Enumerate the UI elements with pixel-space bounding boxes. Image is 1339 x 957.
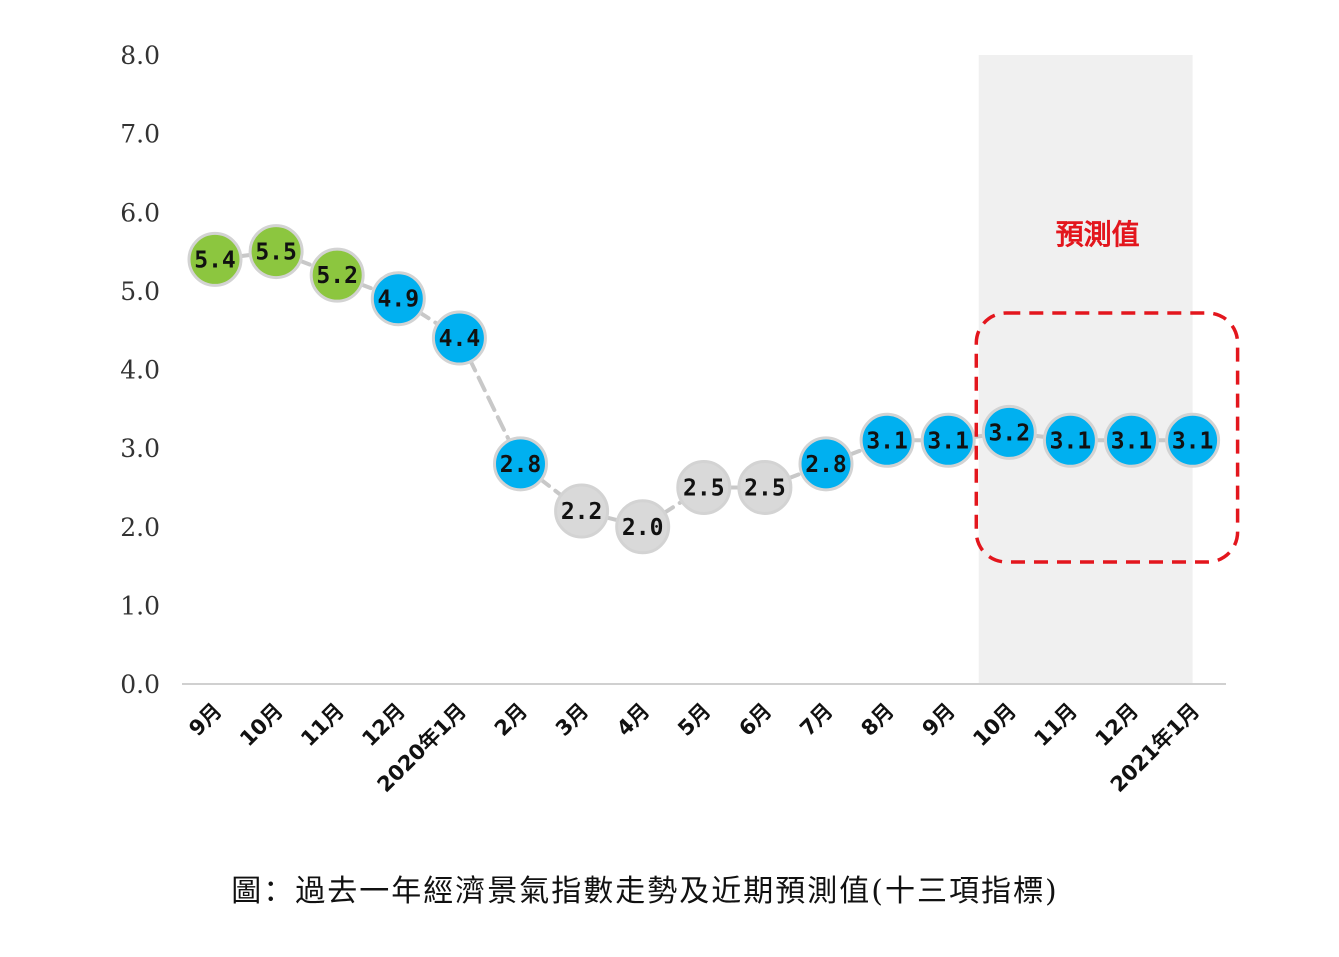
x-tick-label: 11月 xyxy=(296,699,348,751)
forecast-box xyxy=(974,311,1240,564)
x-tick-label: 9月 xyxy=(184,699,226,741)
data-label: 3.1 xyxy=(866,428,908,454)
data-label: 2.8 xyxy=(500,452,542,478)
data-label: 2.0 xyxy=(622,515,664,541)
data-label: 2.5 xyxy=(683,475,725,501)
data-point xyxy=(859,412,915,468)
forecast-label: 預測值 xyxy=(1056,218,1140,251)
data-point xyxy=(187,231,243,287)
x-tick-label: 3月 xyxy=(551,699,593,741)
data-label: 5.4 xyxy=(194,247,236,273)
data-label: 4.4 xyxy=(439,326,481,352)
x-tick-label: 8月 xyxy=(856,699,898,741)
x-tick-label: 10月 xyxy=(968,699,1020,751)
data-point xyxy=(1042,412,1098,468)
y-tick-label: 0.0 xyxy=(120,670,160,699)
data-label: 3.1 xyxy=(1111,428,1153,454)
data-point xyxy=(370,271,426,327)
data-label: 3.2 xyxy=(989,420,1031,446)
data-point xyxy=(248,224,304,280)
data-point xyxy=(798,436,854,492)
data-label: 2.8 xyxy=(805,452,847,478)
data-label: 3.1 xyxy=(1172,428,1214,454)
data-label: 4.9 xyxy=(378,287,420,313)
data-point xyxy=(1104,412,1159,468)
data-point xyxy=(981,404,1037,460)
data-point xyxy=(737,459,793,515)
y-tick-label: 1.0 xyxy=(120,591,160,620)
y-tick-label: 8.0 xyxy=(120,41,160,70)
data-label: 5.2 xyxy=(316,263,358,289)
y-tick-label: 6.0 xyxy=(120,198,160,227)
data-label: 2.2 xyxy=(561,499,603,525)
x-tick-label: 10月 xyxy=(235,699,287,751)
data-point xyxy=(920,412,976,468)
x-tick-label: 7月 xyxy=(795,699,837,741)
data-label: 2.5 xyxy=(744,475,786,501)
chart: 0.01.02.03.04.05.06.07.08.09月 10月 11月 12月20… xyxy=(120,41,1240,797)
data-point xyxy=(676,459,732,515)
x-tick-label: 2月 xyxy=(490,699,532,741)
data-point xyxy=(1165,412,1221,468)
y-tick-label: 2.0 xyxy=(120,513,160,542)
data-point xyxy=(493,436,548,492)
y-tick-label: 4.0 xyxy=(120,356,160,385)
y-tick-label: 3.0 xyxy=(120,434,160,463)
x-tick-label: 5月 xyxy=(673,699,715,741)
data-label: 3.1 xyxy=(1050,428,1092,454)
data-point xyxy=(615,499,671,555)
y-tick-label: 7.0 xyxy=(120,120,160,149)
figure-caption: 圖：過去一年經濟景氣指數走勢及近期預測值(十三項指標) xyxy=(231,874,1059,909)
x-tick-label: 12月 xyxy=(357,699,409,751)
data-label: 3.1 xyxy=(927,428,969,454)
x-tick-label: 12月 xyxy=(1091,699,1143,751)
data-label: 5.5 xyxy=(255,240,297,266)
y-tick-label: 5.0 xyxy=(120,277,160,306)
data-point xyxy=(554,483,610,539)
x-tick-label: 6月 xyxy=(734,699,776,741)
x-tick-label: 9月 xyxy=(918,699,960,741)
x-tick-label: 4月 xyxy=(612,699,654,741)
data-point xyxy=(309,247,365,303)
data-point xyxy=(431,310,487,366)
forecast-shade xyxy=(978,55,1193,684)
x-tick-label: 11月 xyxy=(1029,699,1081,751)
